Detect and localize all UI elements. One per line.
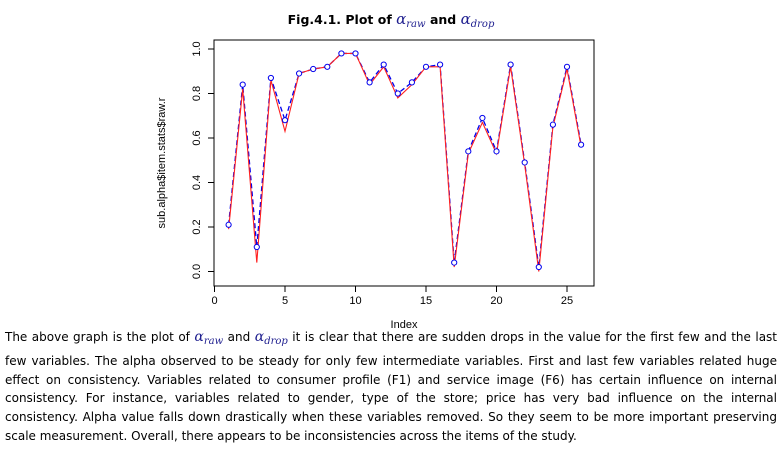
series-raw-point <box>564 64 569 69</box>
body-paragraph: The above graph is the plot of αraw and … <box>5 328 777 446</box>
paragraph-part3: it is clear that there are sudden drops … <box>5 330 777 443</box>
y-tick-label: 0.0 <box>191 264 203 279</box>
series-raw-point <box>395 91 400 96</box>
paragraph-part2: and <box>228 330 251 344</box>
series-raw-point <box>536 264 541 269</box>
x-tick-label: 25 <box>561 295 573 307</box>
y-tick-label: 0.8 <box>191 86 203 101</box>
paragraph-part1: The above graph is the plot of <box>5 330 190 344</box>
series-raw-point <box>381 62 386 67</box>
series-raw-point <box>367 80 372 85</box>
x-tick-label: 0 <box>211 295 217 307</box>
x-tick-label: 5 <box>282 295 288 307</box>
series-raw-point <box>423 64 428 69</box>
y-tick-label: 0.4 <box>191 175 203 190</box>
paragraph-alpha-drop: αdrop <box>255 329 288 345</box>
series-raw-point <box>452 260 457 265</box>
series-raw-point <box>438 62 443 67</box>
series-raw-line <box>229 53 581 267</box>
series-drop-line <box>229 53 581 271</box>
series-raw-point <box>282 118 287 123</box>
series-raw-point <box>522 160 527 165</box>
paragraph-alpha-raw: αraw <box>194 329 223 345</box>
x-tick-label: 20 <box>490 295 502 307</box>
series-raw-point <box>550 122 555 127</box>
x-tick-label: 10 <box>349 295 361 307</box>
y-axis-label: sub.alpha$item.stats$raw.r <box>156 97 168 228</box>
series-raw-point <box>254 244 259 249</box>
series-raw-point <box>339 51 344 56</box>
series-raw-point <box>325 64 330 69</box>
series-raw-point <box>353 51 358 56</box>
series-raw-point <box>409 80 414 85</box>
x-tick-label: 15 <box>420 295 432 307</box>
series-raw-point <box>480 115 485 120</box>
series-raw-point <box>579 142 584 147</box>
series-raw-point <box>508 62 513 67</box>
series-raw-point <box>311 66 316 71</box>
y-tick-label: 0.6 <box>191 130 203 145</box>
series-raw-point <box>494 149 499 154</box>
series-raw-point <box>466 149 471 154</box>
y-tick-label: 0.2 <box>191 219 203 234</box>
series-raw-point <box>268 75 273 80</box>
series-raw-point <box>240 82 245 87</box>
series-raw-point <box>226 222 231 227</box>
series-raw-point <box>297 71 302 76</box>
y-tick-label: 1.0 <box>191 41 203 56</box>
